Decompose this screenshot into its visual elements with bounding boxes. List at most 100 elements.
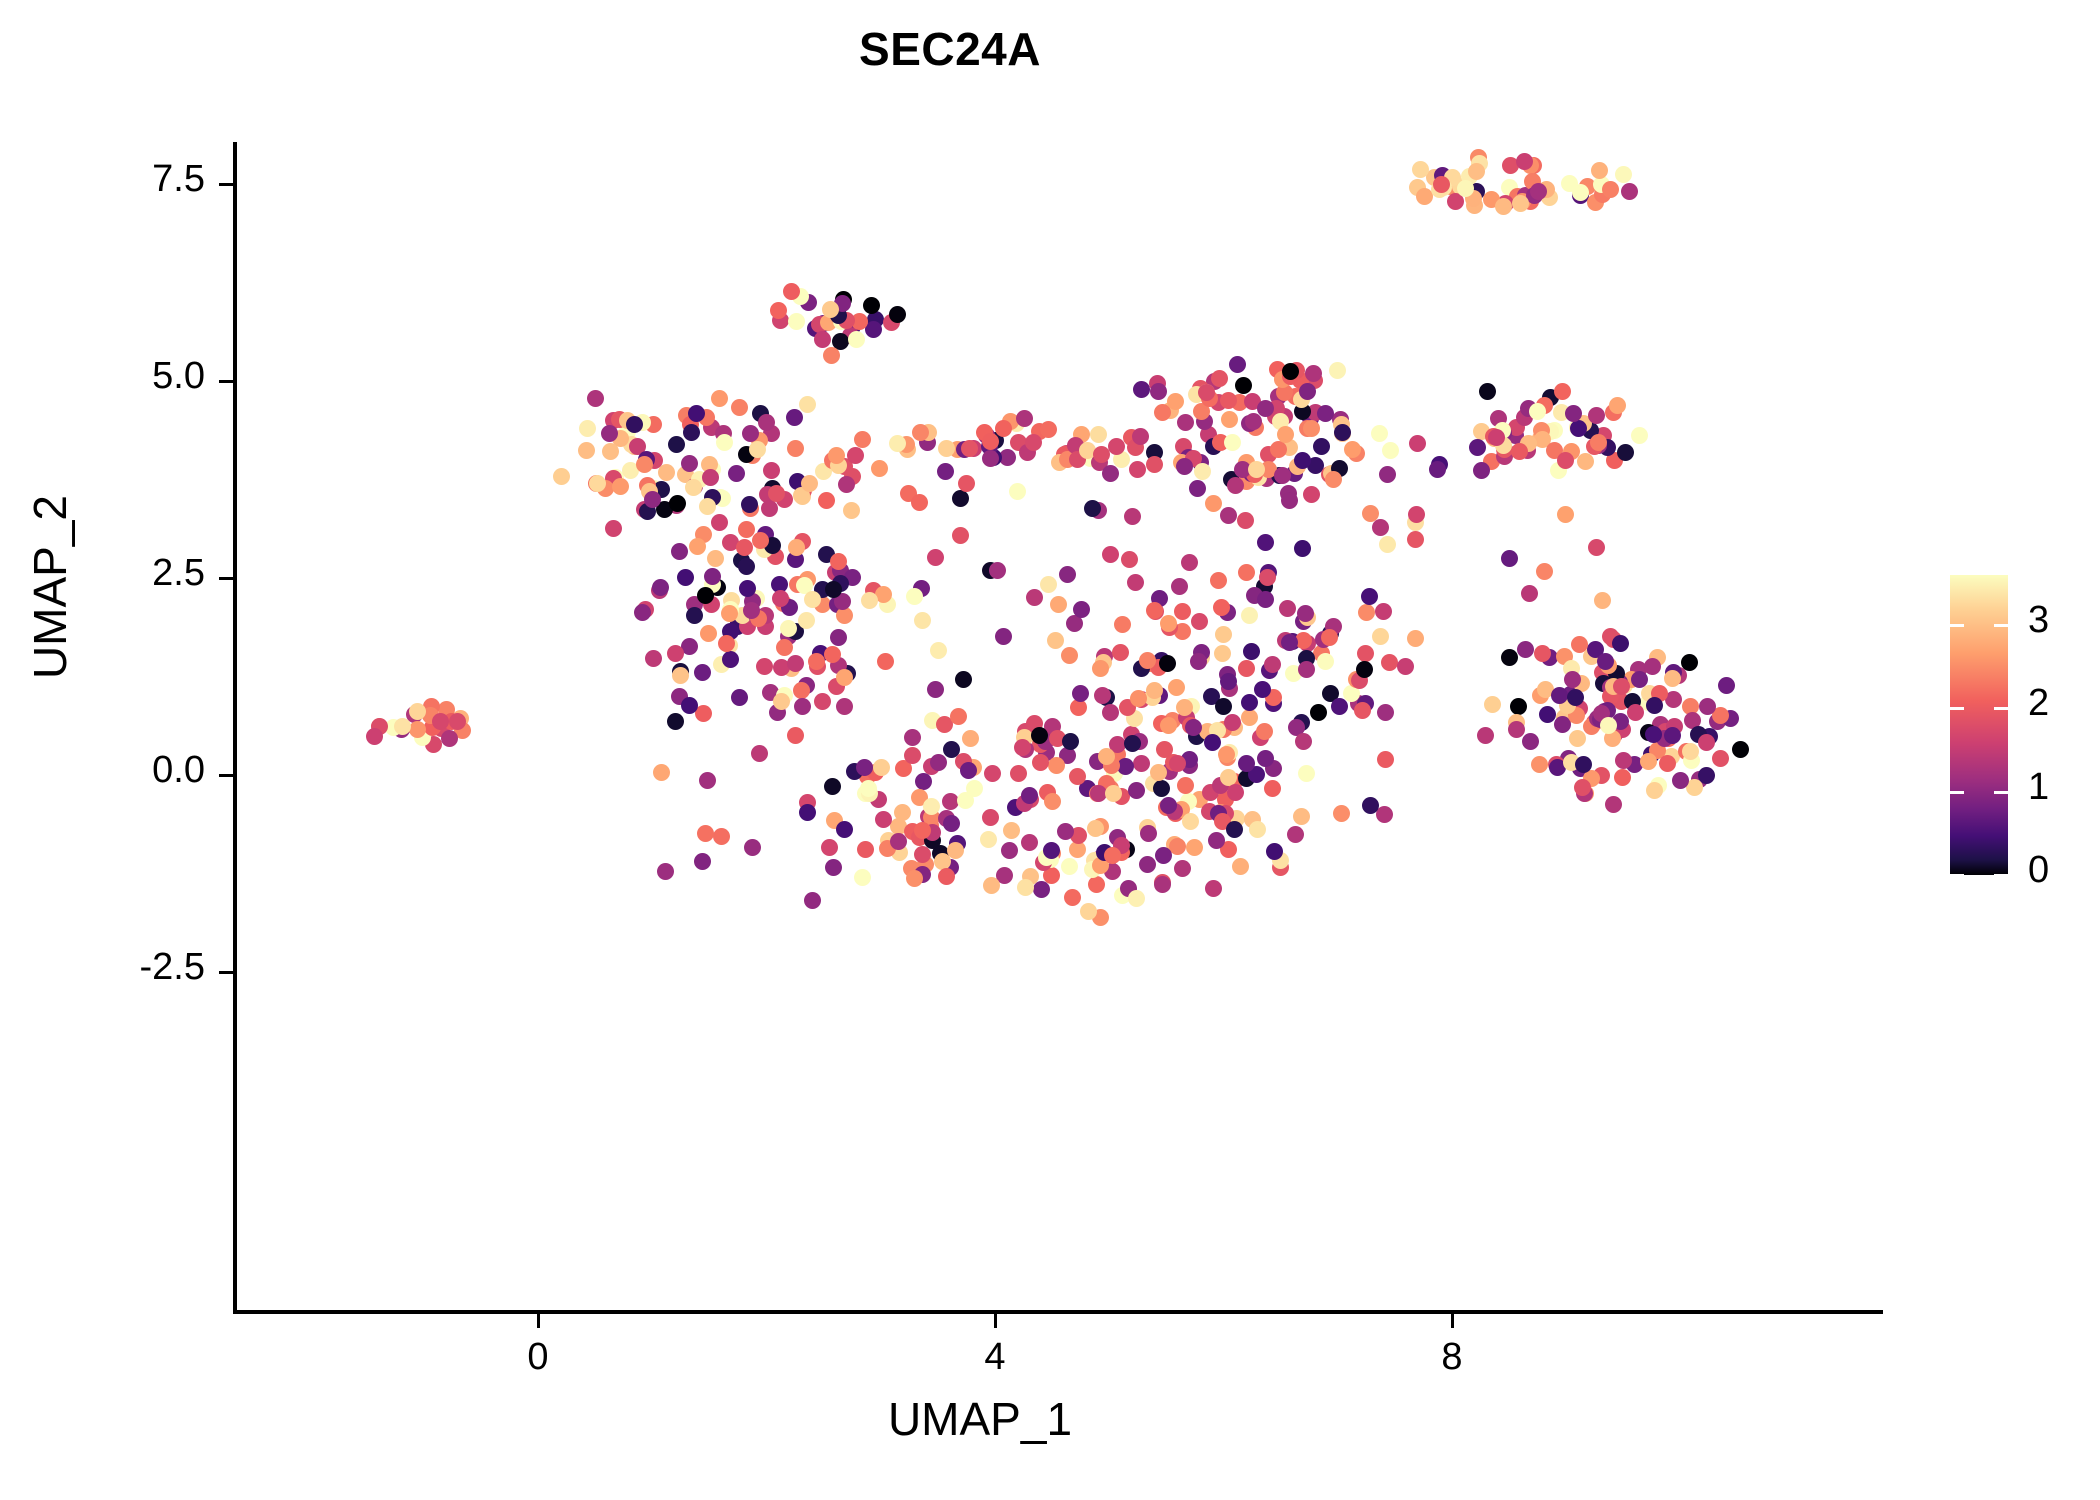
scatter-point [1316, 653, 1334, 671]
scatter-point [1205, 494, 1222, 512]
scatter-point [710, 514, 728, 532]
scatter-point [910, 494, 928, 512]
scatter-point [602, 442, 620, 460]
scatter-point [1495, 197, 1513, 215]
scatter-point [1303, 486, 1321, 504]
scatter-point [960, 439, 978, 457]
scatter-point [1510, 697, 1528, 715]
scatter-point [1233, 460, 1251, 478]
scatter-point [731, 688, 749, 706]
scatter-point [1113, 616, 1131, 634]
scatter-point [1016, 879, 1034, 896]
scatter-point [787, 655, 805, 673]
scatter-point [760, 500, 778, 517]
scatter-point [1588, 538, 1605, 556]
scatter-point [860, 592, 878, 610]
scatter-point [1671, 771, 1689, 789]
scatter-point [431, 712, 449, 730]
scatter-point [1732, 740, 1749, 758]
plot-panel [235, 142, 1883, 1310]
scatter-point [1207, 832, 1225, 849]
scatter-point [1047, 756, 1065, 774]
scatter-point [677, 569, 695, 587]
y-axis-tick [219, 971, 233, 974]
scatter-point [799, 395, 817, 413]
scatter-point [792, 682, 810, 700]
scatter-point [1104, 847, 1122, 865]
scatter-point [1264, 655, 1282, 673]
scatter-point [1355, 660, 1373, 678]
scatter-point [1663, 727, 1681, 745]
x-axis-line [233, 1310, 1883, 1314]
scatter-point [1159, 716, 1177, 734]
scatter-point [1664, 670, 1682, 688]
scatter-point [1245, 413, 1263, 431]
scatter-point [893, 804, 911, 822]
scatter-point [1169, 837, 1187, 855]
scatter-point [1287, 718, 1305, 736]
scatter-point [1015, 410, 1033, 427]
scatter-point [821, 301, 839, 319]
scatter-point [1378, 465, 1396, 483]
scatter-point [960, 762, 978, 780]
scatter-point [698, 498, 716, 515]
scatter-point [1468, 439, 1486, 457]
y-axis-tick [219, 183, 233, 186]
scatter-point [854, 431, 872, 448]
scatter-point [941, 792, 959, 810]
scatter-point [1090, 425, 1108, 443]
scatter-point [1169, 755, 1187, 773]
scatter-point [1238, 564, 1256, 582]
scatter-point [1149, 763, 1167, 781]
scatter-point [1189, 652, 1207, 670]
scatter-point [1024, 433, 1042, 451]
scatter-point [671, 542, 688, 560]
scatter-point [1078, 442, 1096, 460]
scatter-point [950, 708, 968, 726]
scatter-point [1257, 591, 1275, 609]
scatter-point [697, 825, 715, 843]
scatter-point [914, 772, 932, 790]
scatter-point [922, 798, 940, 816]
scatter-point [943, 741, 961, 758]
scatter-point [1602, 181, 1619, 199]
scatter-point [1105, 785, 1123, 802]
scatter-point [1569, 419, 1587, 437]
scatter-point [1374, 603, 1392, 621]
scatter-point [1712, 707, 1729, 725]
scatter-point [762, 461, 780, 479]
scatter-point [1248, 766, 1266, 784]
scatter-point [889, 833, 907, 851]
scatter-point [843, 501, 861, 519]
scatter-point [1168, 678, 1186, 696]
scatter-point [702, 468, 719, 486]
scatter-point [1145, 601, 1163, 619]
scatter-point [644, 490, 662, 508]
scatter-point [1193, 463, 1211, 481]
scatter-point [1256, 533, 1274, 551]
scatter-point [786, 409, 804, 427]
scatter-point [693, 664, 711, 681]
scatter-point [737, 520, 755, 538]
scatter-point [800, 474, 818, 492]
scatter-point [699, 772, 717, 789]
scatter-point [1056, 822, 1074, 840]
scatter-point [1280, 633, 1298, 651]
scatter-point [1167, 392, 1184, 410]
scatter-point [1478, 382, 1496, 400]
colorbar-tick [1994, 624, 2008, 627]
scatter-point [817, 491, 835, 509]
scatter-point [833, 592, 851, 610]
scatter-point [1429, 461, 1446, 479]
scatter-point [1273, 467, 1291, 485]
scatter-point [1192, 403, 1210, 421]
scatter-point [1254, 681, 1272, 699]
scatter-point [1324, 471, 1342, 489]
scatter-point [1411, 161, 1429, 179]
scatter-point [1139, 824, 1157, 842]
scatter-point [1186, 838, 1204, 856]
scatter-point [1614, 751, 1632, 769]
scatter-point [1087, 875, 1105, 893]
scatter-point [1631, 427, 1649, 445]
